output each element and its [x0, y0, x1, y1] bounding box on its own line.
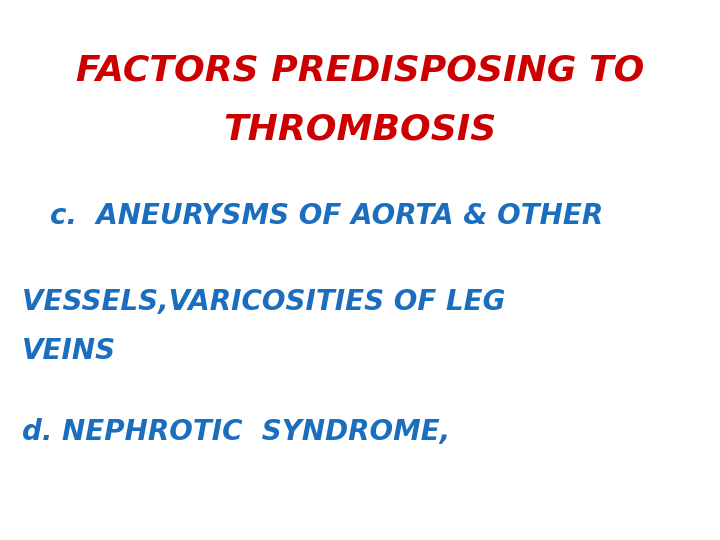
Text: d. NEPHROTIC  SYNDROME,: d. NEPHROTIC SYNDROME,	[22, 418, 450, 446]
Text: FACTORS PREDISPOSING TO: FACTORS PREDISPOSING TO	[76, 53, 644, 87]
Text: VESSELS,VARICOSITIES OF LEG: VESSELS,VARICOSITIES OF LEG	[22, 288, 505, 316]
Text: THROMBOSIS: THROMBOSIS	[223, 113, 497, 146]
Text: c.  ANEURYSMS OF AORTA & OTHER: c. ANEURYSMS OF AORTA & OTHER	[50, 202, 603, 230]
Text: VEINS: VEINS	[22, 337, 116, 365]
